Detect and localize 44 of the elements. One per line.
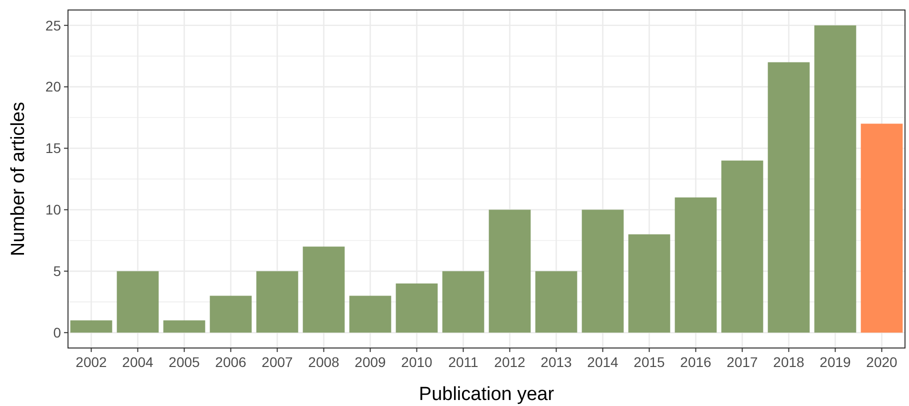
bar [860, 124, 903, 333]
y-tick-label: 0 [53, 324, 62, 341]
bar [488, 210, 531, 333]
x-tick-label: 2014 [587, 354, 619, 370]
bar [302, 246, 345, 333]
y-tick-label: 10 [45, 202, 62, 218]
bar [442, 271, 484, 333]
bar [814, 25, 856, 333]
y-tick-label: 5 [53, 263, 62, 280]
bar [70, 320, 112, 333]
x-tick-label: 2011 [448, 354, 479, 370]
bar [628, 234, 670, 333]
x-tick-label: 2017 [726, 354, 758, 370]
y-tick-label: 20 [45, 78, 62, 95]
x-tick-label: 2020 [866, 354, 898, 370]
x-tick-label: 2012 [494, 354, 526, 370]
bar [349, 296, 392, 333]
x-tick-label: 2008 [308, 354, 340, 370]
bar [674, 197, 717, 333]
bar [116, 271, 159, 333]
x-tick-label: 2015 [634, 354, 666, 370]
x-tick-label: 2016 [680, 354, 712, 370]
bar [256, 271, 298, 333]
x-tick-label: 2019 [820, 354, 852, 370]
x-axis-title: Publication year [418, 384, 555, 405]
y-axis-title: Number of articles [8, 102, 29, 256]
bar [535, 271, 578, 333]
bar [163, 320, 206, 333]
x-tick-label: 2002 [76, 354, 108, 370]
y-tick-label: 15 [45, 140, 62, 156]
x-tick-label: 2006 [215, 354, 247, 370]
bar [768, 62, 810, 333]
x-tick-label: 2007 [262, 354, 294, 370]
x-tick-label: 2018 [773, 354, 805, 370]
bar [396, 283, 438, 333]
bar [582, 210, 624, 333]
x-tick-label: 2010 [401, 354, 433, 370]
y-tick-label: 25 [45, 17, 62, 34]
x-tick-label: 2004 [122, 354, 154, 370]
bar [721, 160, 764, 333]
x-tick-label: 2013 [540, 354, 572, 370]
x-tick-label: 2009 [354, 354, 386, 370]
bar [210, 296, 252, 333]
x-tick-label: 2005 [168, 354, 200, 370]
